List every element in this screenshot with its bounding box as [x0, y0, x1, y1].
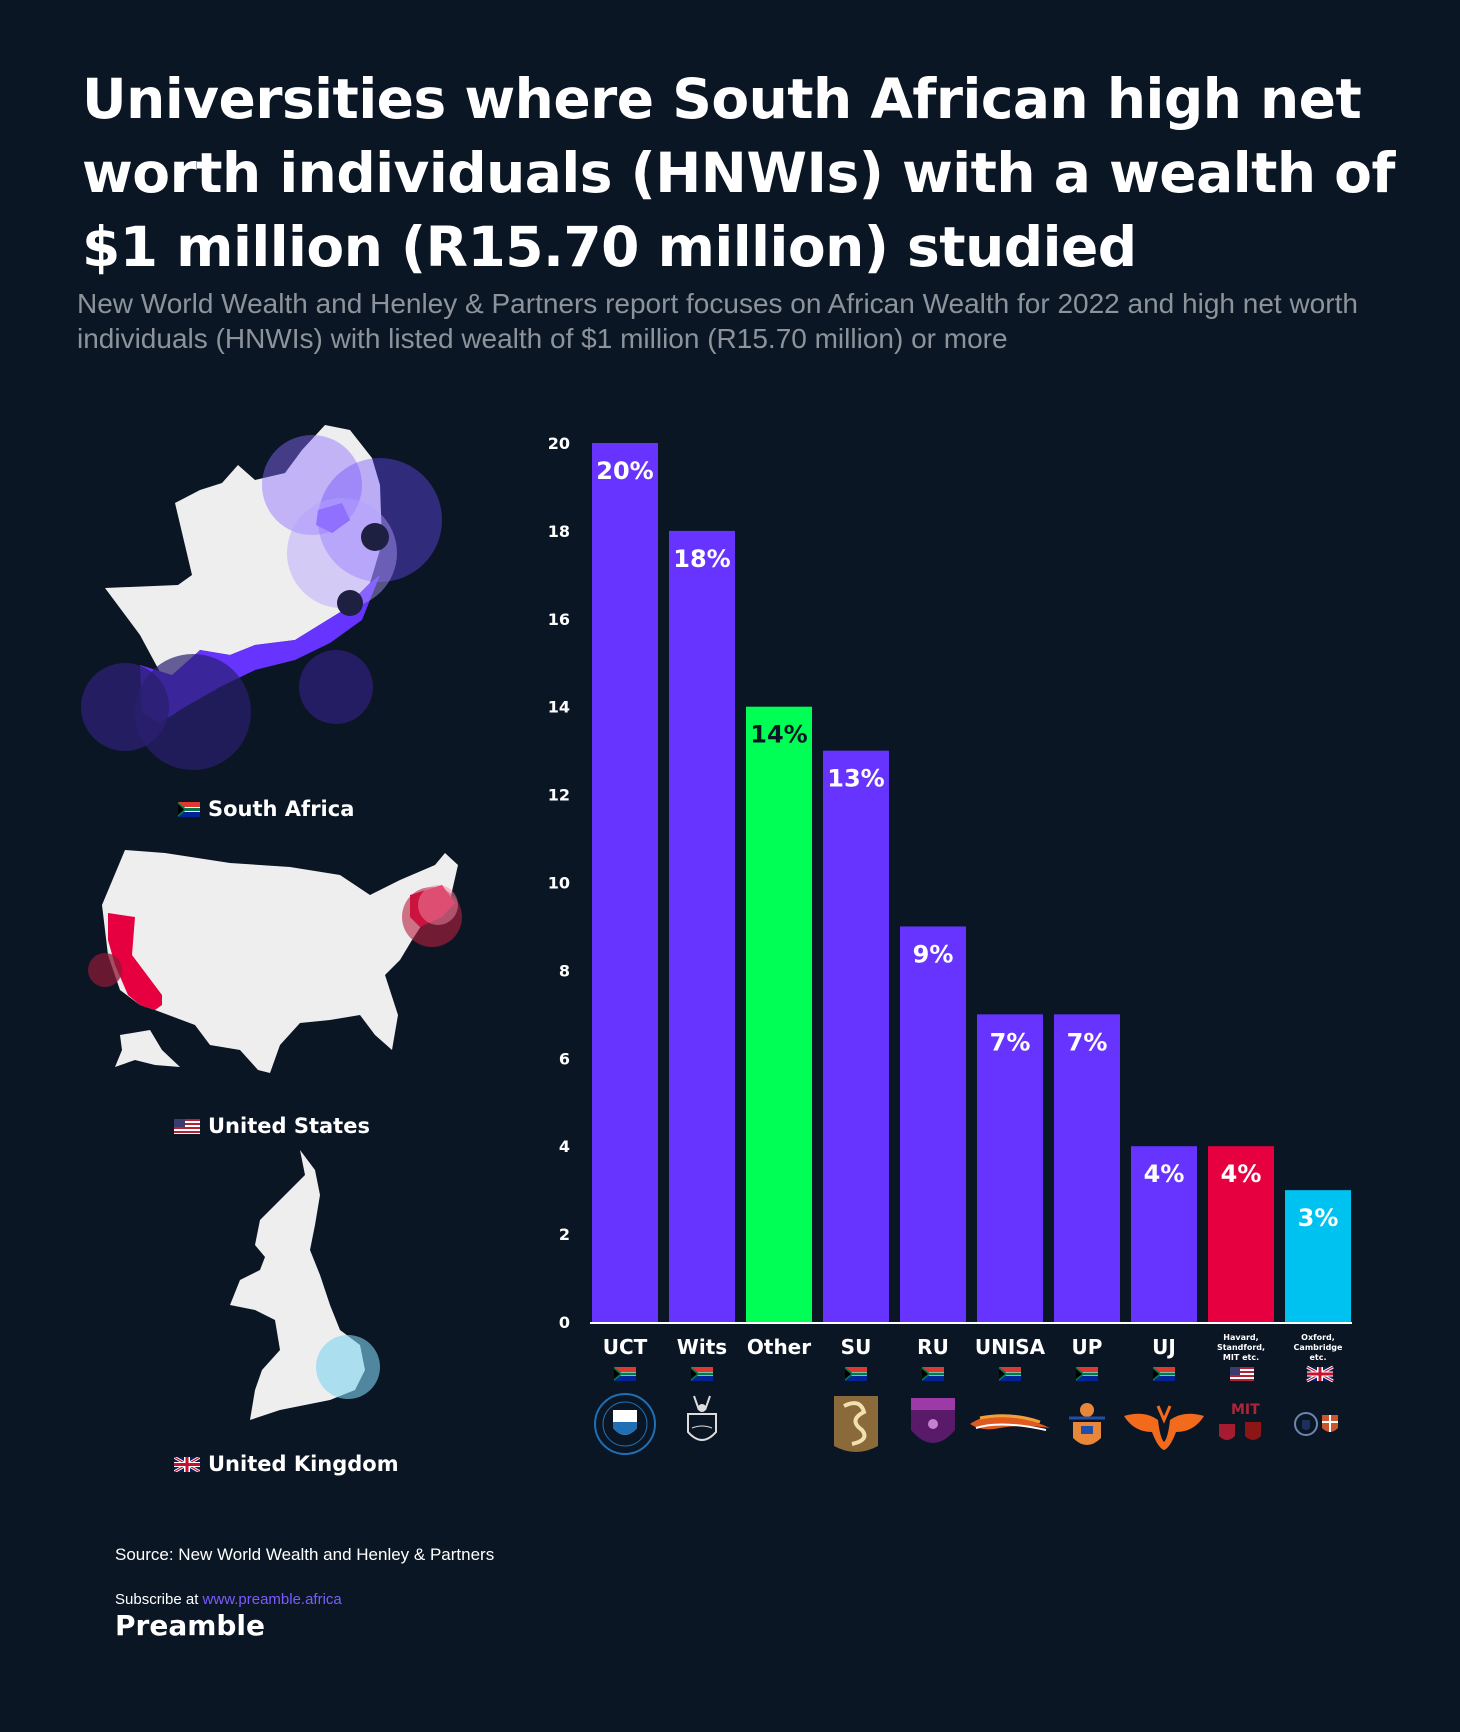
data-label: 7% [1067, 1028, 1108, 1056]
us-flag-icon [1230, 1367, 1254, 1381]
x-tick-label: Oxford, Cambridge etc. [1294, 1333, 1343, 1362]
subscribe-prefix: Subscribe at [115, 1591, 203, 1608]
bar-2 [746, 706, 812, 1322]
za-flag-icon [999, 1367, 1021, 1381]
brand-name: Preamble [115, 1609, 266, 1642]
uk-flag-icon [1306, 1365, 1334, 1383]
uj-logo-icon [1124, 1405, 1204, 1450]
subscribe-note: Subscribe at www.preamble.africa [115, 1591, 342, 1608]
y-tick-label: 4 [559, 1137, 570, 1156]
x-tick-label: UP [1072, 1335, 1103, 1359]
source-note: Source: New World Wealth and Henley & Pa… [115, 1545, 495, 1564]
south-africa-land [105, 425, 382, 687]
x-tick-label: Other [747, 1335, 811, 1359]
page-subtitle: New World Wealth and Henley & Partners r… [77, 288, 1358, 354]
unisa-logo-icon [970, 1414, 1050, 1431]
south-africa-label-text: South Africa [208, 797, 355, 821]
map-bubble [418, 885, 458, 925]
bar-9 [1285, 1190, 1351, 1322]
data-label: 14% [750, 721, 807, 749]
united-states-california [108, 913, 162, 1010]
united-states-label-text: United States [208, 1114, 370, 1138]
south-africa-label: South Africa [178, 797, 354, 821]
x-tick-label: Havard, Standford, MIT etc. [1217, 1333, 1265, 1362]
united-kingdom-label-text: United Kingdom [208, 1452, 399, 1476]
za-flag-icon [691, 1367, 713, 1381]
ru-crest-icon [911, 1398, 955, 1443]
za-flag-icon [1153, 1367, 1175, 1381]
y-tick-label: 12 [548, 786, 570, 805]
united-kingdom-label: United Kingdom [174, 1452, 399, 1476]
x-tick-label: SU [841, 1335, 872, 1359]
za-flag-icon [845, 1367, 867, 1381]
uct-crest-icon [594, 1393, 656, 1455]
bar-8 [1208, 1146, 1274, 1322]
y-tick-label: 2 [559, 1225, 570, 1244]
za-flag-icon [922, 1367, 944, 1381]
x-tick-label: UCT [603, 1335, 648, 1359]
bar-3 [823, 750, 889, 1322]
x-tick-label: RU [917, 1335, 949, 1359]
za-flag-icon [614, 1367, 636, 1381]
y-tick-label: 8 [559, 961, 570, 980]
x-tick-label: UNISA [975, 1335, 1046, 1359]
bar-7 [1131, 1146, 1197, 1322]
united-kingdom-map [230, 1150, 380, 1420]
map-bubble [318, 458, 442, 582]
x-tick-label: Wits [677, 1335, 727, 1359]
united-states-map [88, 850, 462, 1073]
x-tick-label: UJ [1152, 1335, 1176, 1359]
bar-0 [592, 443, 658, 1322]
data-label: 4% [1221, 1160, 1262, 1188]
map-bubble [88, 953, 122, 987]
bar-6 [1054, 1014, 1120, 1322]
united-states-land [102, 850, 458, 1073]
za-flag-icon [1076, 1367, 1098, 1381]
data-label: 18% [673, 545, 730, 573]
map-bubble [337, 590, 363, 616]
page-title: Universities where South African high ne… [82, 67, 1395, 279]
south-africa-map [81, 425, 442, 770]
data-label: 9% [913, 940, 954, 968]
map-bubble [262, 435, 362, 535]
y-tick-label: 16 [548, 610, 570, 629]
wits-crest-icon [687, 1395, 717, 1441]
south-africa-highlight-gauteng [316, 503, 350, 533]
united-states-label: United States [174, 1114, 370, 1138]
y-tick-label: 6 [559, 1049, 570, 1068]
data-label: 20% [596, 457, 653, 485]
data-label: 4% [1144, 1160, 1185, 1188]
bar-1 [669, 530, 735, 1322]
y-tick-label: 0 [559, 1313, 570, 1332]
bar-4 [900, 926, 966, 1322]
united-states-alaska [115, 1030, 180, 1067]
map-bubble [299, 650, 373, 724]
svg-text:MIT: MIT [1231, 1402, 1260, 1418]
su-logo-icon [834, 1396, 878, 1452]
map-bubble [361, 523, 389, 551]
data-label: 7% [990, 1028, 1031, 1056]
uk-university-crests-icon [1294, 1412, 1338, 1436]
data-label: 13% [827, 765, 884, 793]
za-flag-icon [178, 801, 200, 817]
bar-5 [977, 1014, 1043, 1322]
y-tick-label: 18 [548, 522, 570, 541]
map-bubble [81, 663, 169, 751]
y-tick-label: 10 [548, 874, 570, 893]
subscribe-link[interactable]: www.preamble.africa [202, 1591, 342, 1608]
map-bubble [135, 654, 251, 770]
uk-flag-icon [174, 1456, 200, 1472]
map-bubble [316, 1335, 380, 1399]
up-crest-icon [1069, 1403, 1105, 1445]
us-university-crests-icon: MIT [1219, 1402, 1261, 1440]
us-flag-icon [174, 1118, 200, 1134]
data-label: 3% [1298, 1204, 1339, 1232]
y-tick-label: 20 [548, 434, 570, 453]
y-tick-label: 14 [548, 698, 570, 717]
